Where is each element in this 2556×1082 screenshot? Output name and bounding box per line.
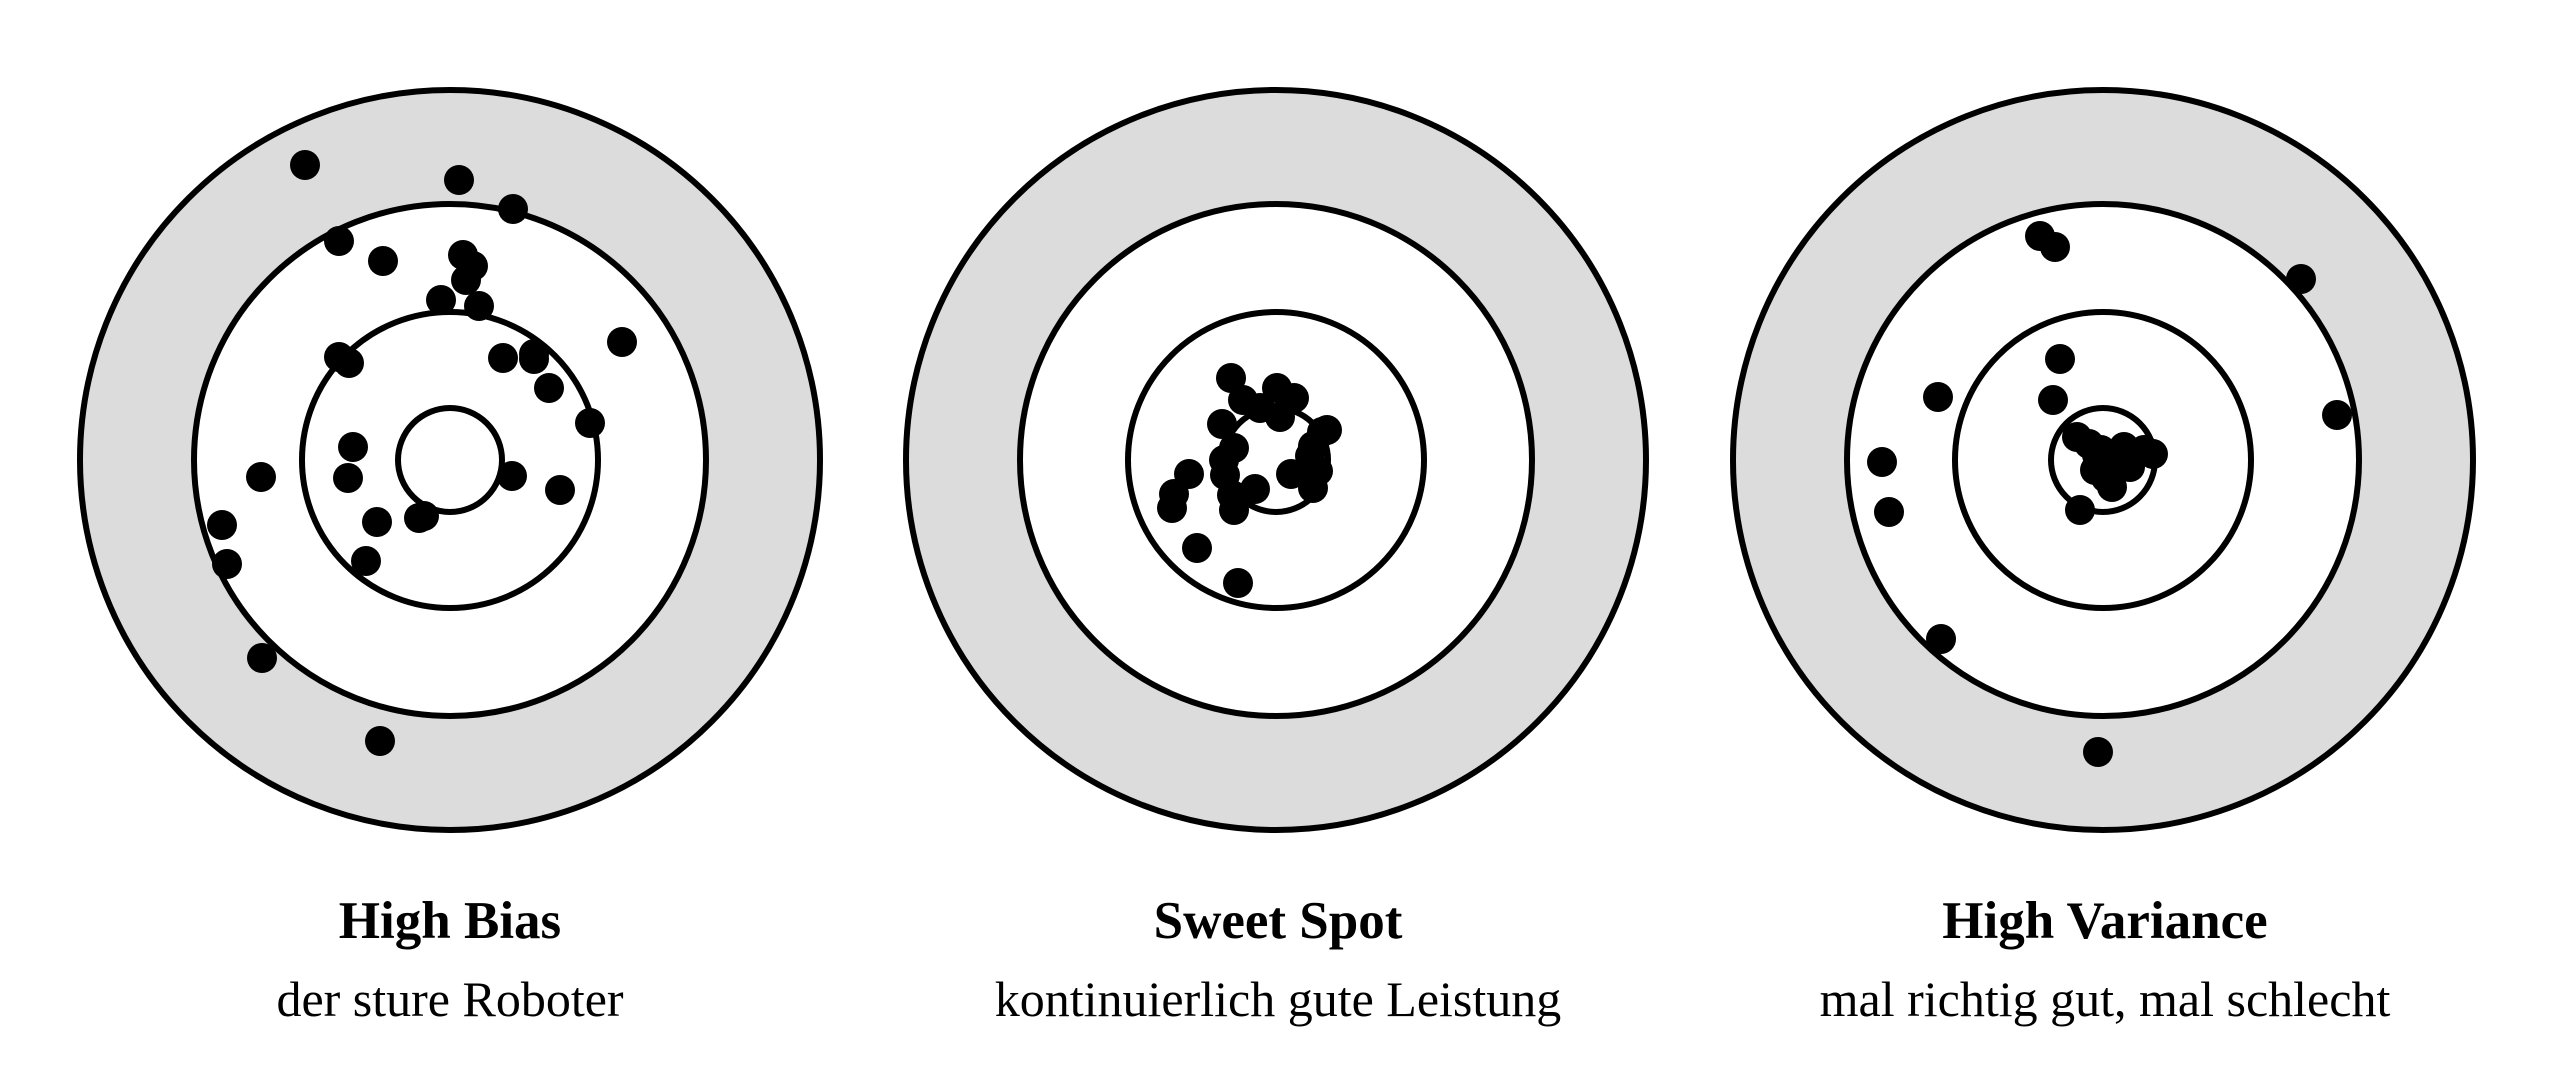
hit-dot bbox=[246, 462, 276, 492]
hit-dot bbox=[2045, 344, 2075, 374]
hit-dot bbox=[444, 165, 474, 195]
hit-dot bbox=[207, 510, 237, 540]
hit-dot bbox=[2038, 385, 2068, 415]
hit-dot bbox=[1298, 473, 1328, 503]
hit-dot bbox=[362, 507, 392, 537]
hit-dot bbox=[534, 373, 564, 403]
hit-dot bbox=[333, 463, 363, 493]
hit-dot bbox=[2138, 439, 2168, 469]
bullseye bbox=[395, 405, 505, 515]
hit-dot bbox=[212, 549, 242, 579]
caption-high-bias: High Bias der sture Roboter bbox=[0, 892, 900, 1027]
hit-dot bbox=[334, 348, 364, 378]
hit-dot bbox=[409, 501, 439, 531]
hit-dot bbox=[1216, 363, 1246, 393]
caption-title-high-variance: High Variance bbox=[1942, 892, 2268, 950]
caption-subtitle-sweet-spot: kontinuierlich gute Leistung bbox=[994, 971, 1562, 1027]
hit-dot bbox=[497, 461, 527, 491]
hit-dot bbox=[545, 475, 575, 505]
target-sweet-spot bbox=[903, 87, 1649, 833]
hit-dot bbox=[451, 265, 481, 295]
hit-dot bbox=[290, 150, 320, 180]
hit-dot bbox=[1157, 493, 1187, 523]
hit-dot bbox=[1207, 409, 1237, 439]
hit-dot bbox=[488, 343, 518, 373]
hit-dot bbox=[368, 246, 398, 276]
hit-dot bbox=[2322, 400, 2352, 430]
hit-dot bbox=[1926, 624, 1956, 654]
hit-dot bbox=[2040, 232, 2070, 262]
hit-dot bbox=[1182, 533, 1212, 563]
hit-dot bbox=[1276, 459, 1306, 489]
hit-dot bbox=[2286, 264, 2316, 294]
hit-dot bbox=[338, 432, 368, 462]
caption-sweet-spot: Sweet Spot kontinuierlich gute Leistung bbox=[828, 892, 1728, 1027]
hit-dot bbox=[2097, 472, 2127, 502]
hit-dot bbox=[1874, 497, 1904, 527]
caption-high-variance: High Variance mal richtig gut, mal schle… bbox=[1655, 892, 2555, 1027]
hit-dot bbox=[1867, 447, 1897, 477]
caption-subtitle-high-bias: der sture Roboter bbox=[276, 971, 624, 1027]
hit-dot bbox=[1240, 474, 1270, 504]
hit-dot bbox=[365, 726, 395, 756]
hit-dot bbox=[351, 546, 381, 576]
hit-dot bbox=[464, 291, 494, 321]
caption-title-sweet-spot: Sweet Spot bbox=[1153, 892, 1403, 950]
target-high-bias bbox=[77, 87, 823, 833]
hit-dot bbox=[498, 194, 528, 224]
hit-dot bbox=[426, 285, 456, 315]
hit-dot bbox=[1219, 495, 1249, 525]
hit-dot bbox=[247, 643, 277, 673]
hit-dot bbox=[1223, 568, 1253, 598]
caption-subtitle-high-variance: mal richtig gut, mal schlecht bbox=[1819, 971, 2391, 1027]
caption-title-high-bias: High Bias bbox=[338, 892, 562, 950]
hit-dot bbox=[2083, 737, 2113, 767]
hit-dot bbox=[1923, 382, 1953, 412]
target-high-variance bbox=[1730, 87, 2476, 833]
hit-dot bbox=[519, 339, 549, 369]
hit-dot bbox=[1265, 402, 1295, 432]
hit-dot bbox=[2065, 495, 2095, 525]
hit-dot bbox=[324, 226, 354, 256]
hit-dot bbox=[575, 408, 605, 438]
hit-dot bbox=[607, 327, 637, 357]
